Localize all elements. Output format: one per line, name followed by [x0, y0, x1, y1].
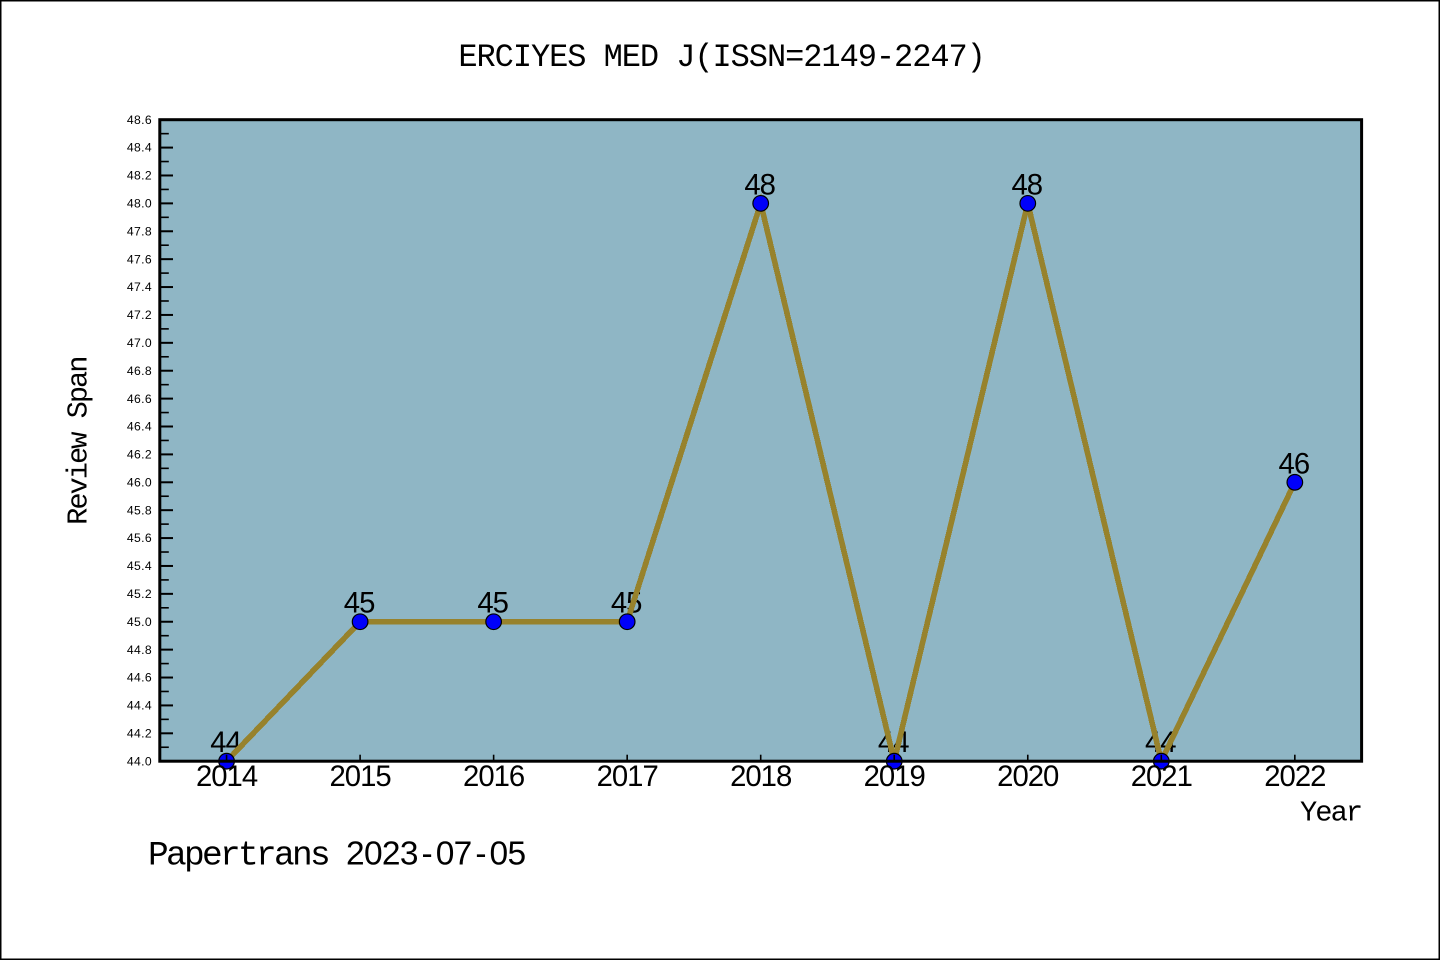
svg-text:45.4: 45.4: [127, 559, 152, 573]
svg-text:44.4: 44.4: [127, 699, 152, 713]
svg-text:48.0: 48.0: [127, 197, 152, 211]
svg-text:2018: 2018: [730, 760, 792, 793]
svg-text:44.6: 44.6: [127, 671, 152, 685]
svg-text:48.4: 48.4: [127, 141, 152, 155]
svg-text:47.8: 47.8: [127, 224, 152, 238]
svg-text:2017: 2017: [597, 760, 658, 793]
svg-text:47.2: 47.2: [127, 308, 152, 322]
svg-text:47.4: 47.4: [127, 280, 152, 294]
svg-text:ERCIYES MED J(ISSN=2149-2247): ERCIYES MED J(ISSN=2149-2247): [458, 39, 984, 76]
svg-text:48.2: 48.2: [127, 169, 152, 183]
svg-text:47.0: 47.0: [127, 336, 152, 350]
svg-text:2022: 2022: [1264, 760, 1325, 793]
svg-text:2020: 2020: [997, 760, 1059, 793]
svg-text:47.6: 47.6: [127, 252, 152, 266]
svg-text:Review Span: Review Span: [63, 358, 96, 525]
svg-text:2021: 2021: [1131, 760, 1192, 793]
svg-text:46.4: 46.4: [127, 420, 152, 434]
svg-text:45.8: 45.8: [127, 503, 152, 517]
svg-text:2016: 2016: [463, 760, 524, 793]
svg-text:44.0: 44.0: [127, 754, 152, 768]
svg-text:Papertrans 2023-07-05: Papertrans 2023-07-05: [148, 835, 525, 875]
svg-text:44.8: 44.8: [127, 643, 152, 657]
svg-text:2014: 2014: [196, 760, 258, 793]
svg-text:45.0: 45.0: [127, 615, 152, 629]
svg-text:2015: 2015: [330, 760, 392, 793]
svg-text:48.6: 48.6: [127, 113, 152, 127]
svg-text:44.2: 44.2: [127, 726, 152, 740]
svg-text:46.2: 46.2: [127, 448, 152, 462]
svg-text:46.8: 46.8: [127, 364, 152, 378]
svg-text:46.6: 46.6: [127, 392, 152, 406]
svg-text:Year: Year: [1300, 797, 1361, 830]
svg-text:46.0: 46.0: [127, 475, 152, 489]
svg-text:45.2: 45.2: [127, 587, 152, 601]
svg-text:2019: 2019: [864, 760, 925, 793]
svg-text:45.6: 45.6: [127, 531, 152, 545]
